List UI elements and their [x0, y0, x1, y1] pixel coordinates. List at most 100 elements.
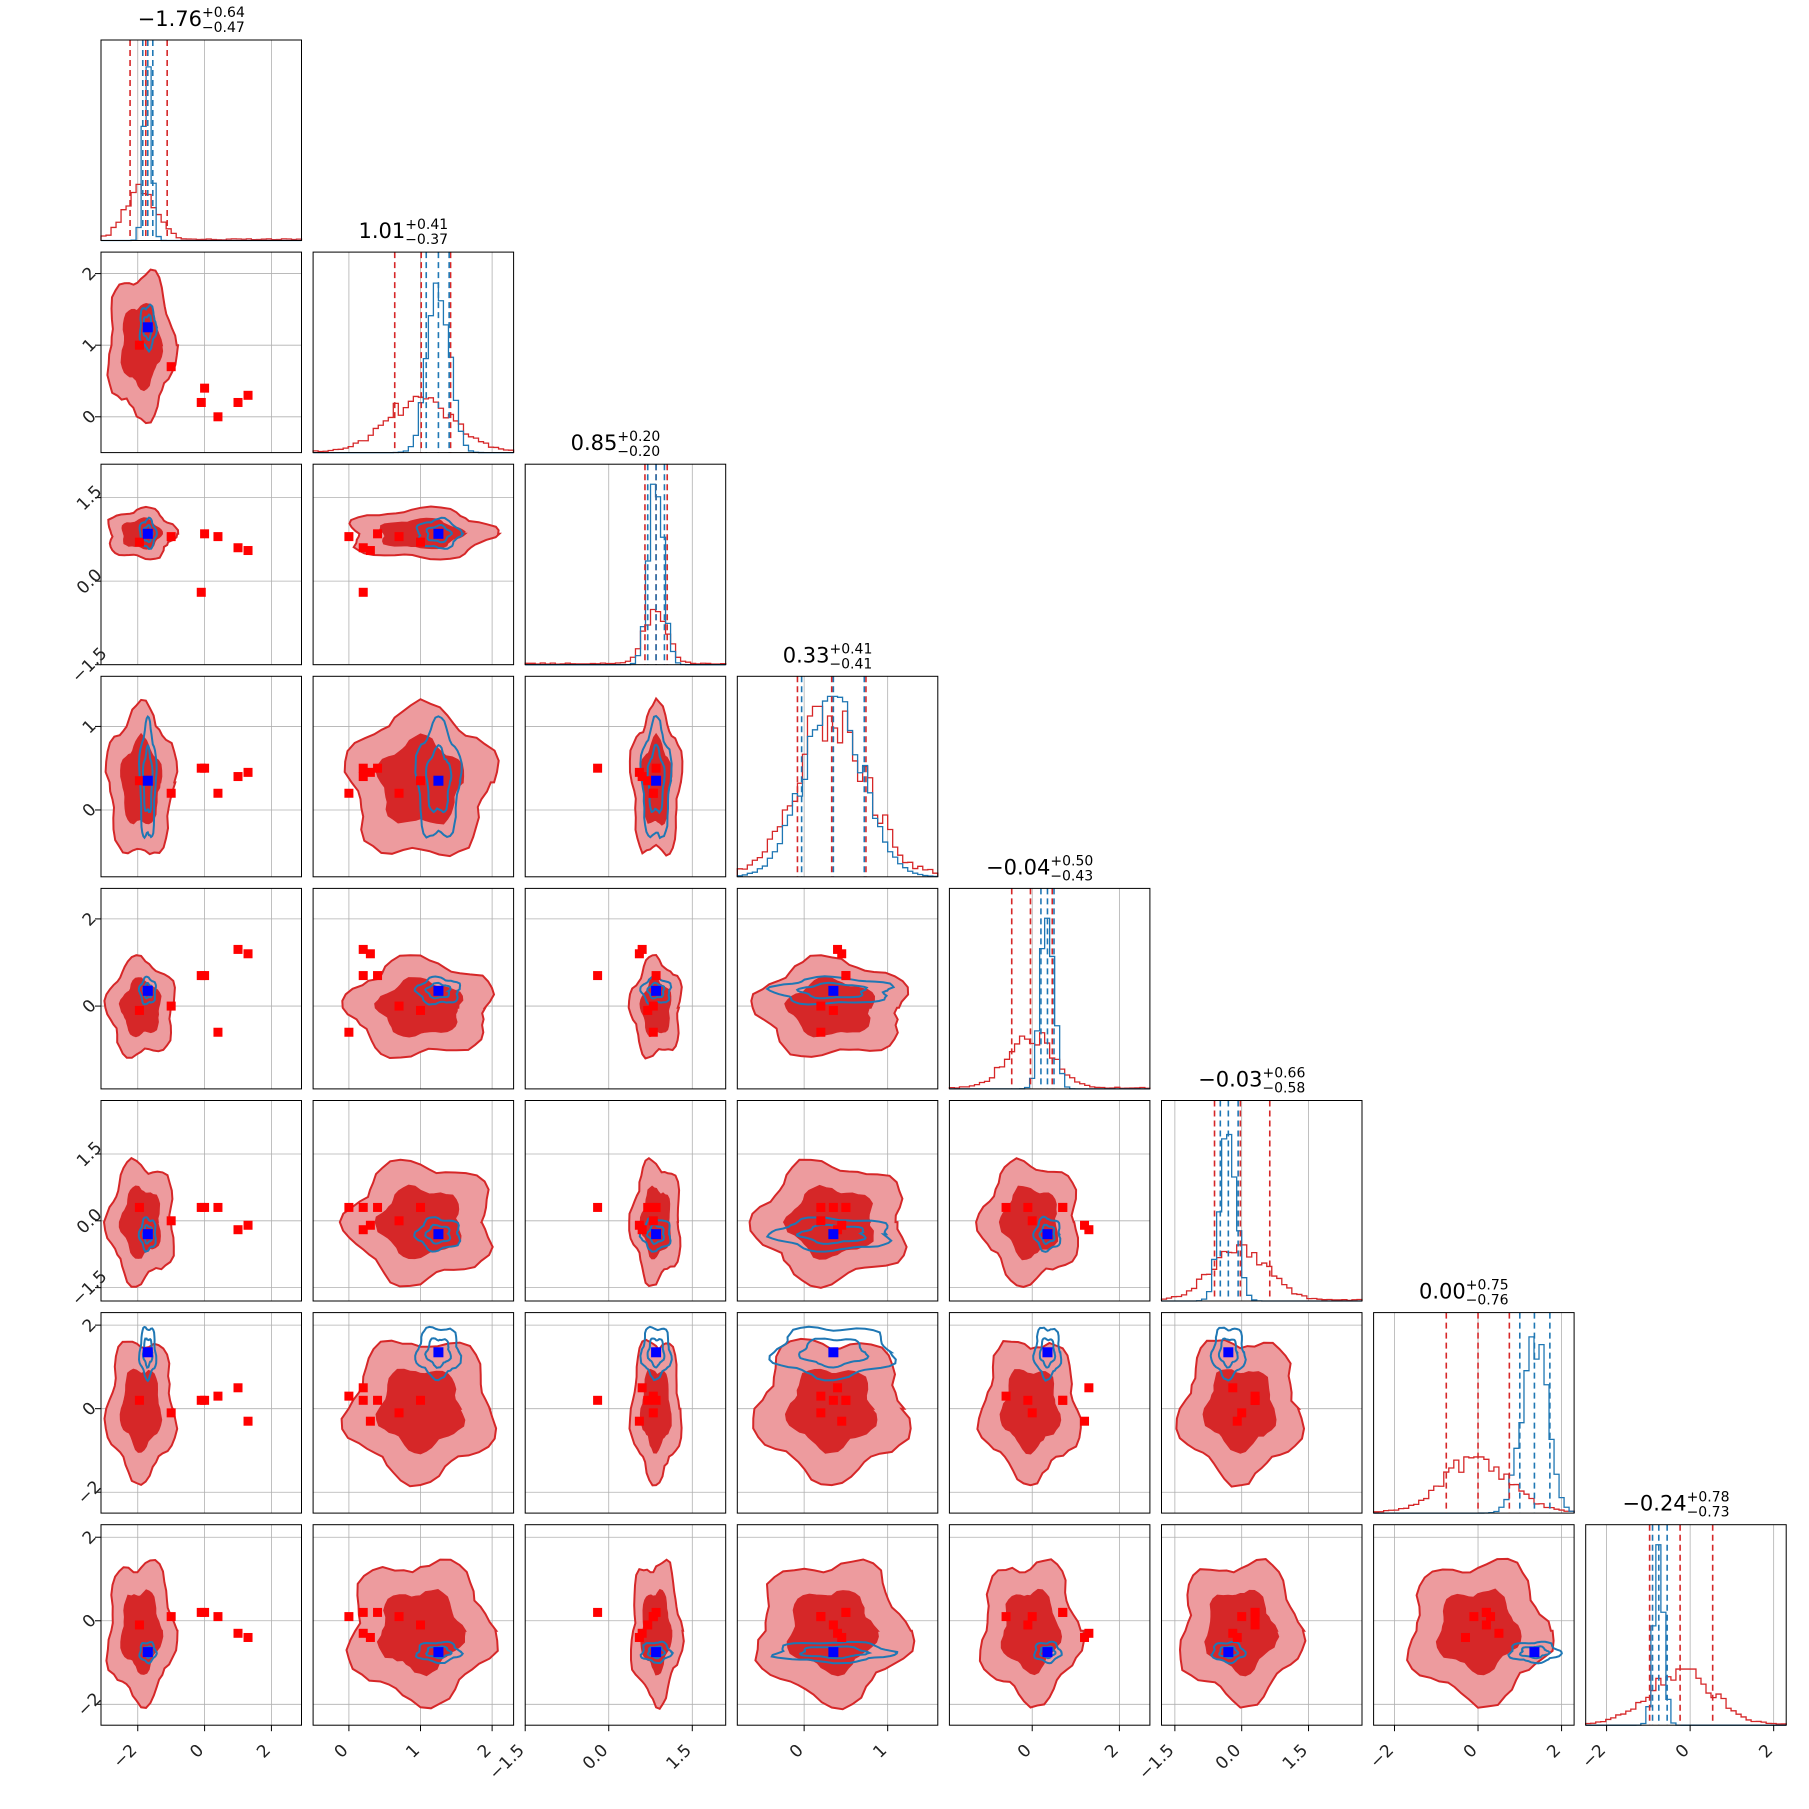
- red-marker: [828, 1202, 838, 1212]
- red-marker: [373, 529, 383, 539]
- param-summary-title: −0.03+0.66 −0.58: [1198, 1066, 1305, 1097]
- panel-5-3: [736, 1100, 939, 1302]
- narrow-contour-inner: [798, 1337, 870, 1369]
- red-marker: [416, 537, 426, 547]
- red-marker: [1250, 1607, 1260, 1617]
- panel-content: [949, 1524, 1150, 1726]
- red-marker: [816, 1202, 826, 1212]
- red-marker: [643, 1620, 653, 1630]
- narrow-contour-outer: [138, 516, 158, 550]
- truth-marker: [828, 985, 839, 996]
- panel-content: [949, 1312, 1150, 1514]
- red-marker: [643, 1202, 653, 1212]
- panel-6-0: [100, 1312, 302, 1514]
- red-marker: [1001, 1612, 1011, 1622]
- median-value: −0.04: [986, 855, 1050, 879]
- red-marker: [1237, 1408, 1247, 1418]
- red-marker: [358, 1383, 368, 1393]
- red-marker: [593, 1202, 603, 1212]
- x-tick-label: 0: [786, 1741, 808, 1763]
- diag-panel-0: −1.76+0.64 −0.47: [100, 5, 303, 242]
- truth-marker: [1042, 1229, 1053, 1240]
- diag-panel-6: 0.00+0.75 −0.76: [1372, 1278, 1575, 1514]
- narrow-contour-outer: [413, 975, 462, 1006]
- red-marker: [134, 1395, 144, 1405]
- panel-content: [313, 1100, 514, 1301]
- panel-2-0: [100, 463, 302, 666]
- narrow-contour-outer: [1032, 1215, 1062, 1253]
- diag-panel-4: −0.04+0.50 −0.43: [948, 853, 1151, 1090]
- plus-error: +0.78: [1687, 1490, 1730, 1506]
- grid-lines: [525, 1312, 726, 1514]
- panel-frame: [1161, 1524, 1363, 1726]
- red-marker: [373, 971, 383, 981]
- median-value: 0.85: [571, 431, 618, 455]
- red-marker: [828, 1005, 838, 1015]
- panel-content: [737, 1524, 938, 1726]
- plus-error: +0.20: [617, 429, 660, 445]
- panel-frame: [312, 251, 515, 454]
- truth-marker: [828, 1647, 839, 1658]
- x-tick-label: 2: [1755, 1741, 1777, 1763]
- panel-frame: [948, 1100, 1151, 1302]
- panel-7-1: [312, 1524, 515, 1726]
- panel-7-0: [100, 1524, 302, 1726]
- truth-marker: [651, 1647, 662, 1658]
- truth-marker: [433, 985, 444, 996]
- red-marker: [213, 1202, 223, 1212]
- x-tick-label: 0: [331, 1741, 353, 1763]
- panel-content: [101, 1312, 302, 1514]
- red-marker: [358, 1225, 368, 1235]
- panel-content: [525, 1312, 726, 1514]
- panel-content: [101, 888, 302, 1089]
- red-marker: [1080, 1416, 1090, 1426]
- red-marker: [243, 546, 253, 556]
- red-marker: [394, 1612, 404, 1622]
- panel-1-0: [100, 251, 302, 454]
- wide-histogram: [312, 395, 515, 453]
- narrow-contour-inner: [646, 981, 666, 1000]
- minus-error: −0.37: [405, 232, 448, 248]
- panel-7-6: [1373, 1524, 1575, 1726]
- median-value: −0.03: [1198, 1068, 1262, 1092]
- narrow-contour-outer: [1209, 1326, 1247, 1382]
- y-tick-label: 0: [79, 1398, 101, 1420]
- panel-content: [1161, 1524, 1362, 1726]
- red-marker: [134, 537, 144, 547]
- panel-frame: [1373, 1524, 1575, 1726]
- panel-frame: [736, 675, 939, 878]
- grid-lines: [525, 888, 726, 1089]
- red-marker: [1080, 1220, 1090, 1230]
- panel-frame: [312, 1524, 515, 1726]
- panel-frame: [1585, 1524, 1787, 1726]
- truth-marker: [433, 775, 444, 786]
- narrow-contour-outer: [639, 975, 673, 1006]
- y-tick-label: 0: [79, 800, 101, 822]
- red-marker: [416, 1202, 426, 1212]
- red-marker: [166, 362, 176, 372]
- median-value: −1.76: [138, 7, 202, 31]
- y-tick-label: 0: [79, 1611, 101, 1633]
- panel-frame: [100, 463, 302, 666]
- panel-frame: [736, 1100, 939, 1302]
- grid-lines: [101, 464, 302, 665]
- grid-lines: [525, 1100, 726, 1301]
- red-marker: [648, 1027, 658, 1037]
- narrow-contour-inner: [424, 1337, 452, 1369]
- panel-frame: [524, 1312, 727, 1514]
- panel-frame: [1161, 1100, 1363, 1302]
- red-marker: [243, 1416, 253, 1426]
- panel-content: [1373, 1524, 1575, 1726]
- red-marker: [213, 412, 223, 422]
- red-marker: [344, 788, 354, 798]
- wide-contour-inner: [1435, 1588, 1522, 1676]
- red-marker: [1237, 1612, 1247, 1622]
- red-marker: [196, 763, 206, 773]
- narrow-contour-outer: [765, 975, 896, 1006]
- red-marker: [213, 1612, 223, 1622]
- red-marker: [837, 1220, 847, 1230]
- red-marker: [828, 1620, 838, 1630]
- y-tick-label: 2: [79, 909, 101, 931]
- panel-frame: [1373, 1312, 1575, 1514]
- truth-marker: [651, 1229, 662, 1240]
